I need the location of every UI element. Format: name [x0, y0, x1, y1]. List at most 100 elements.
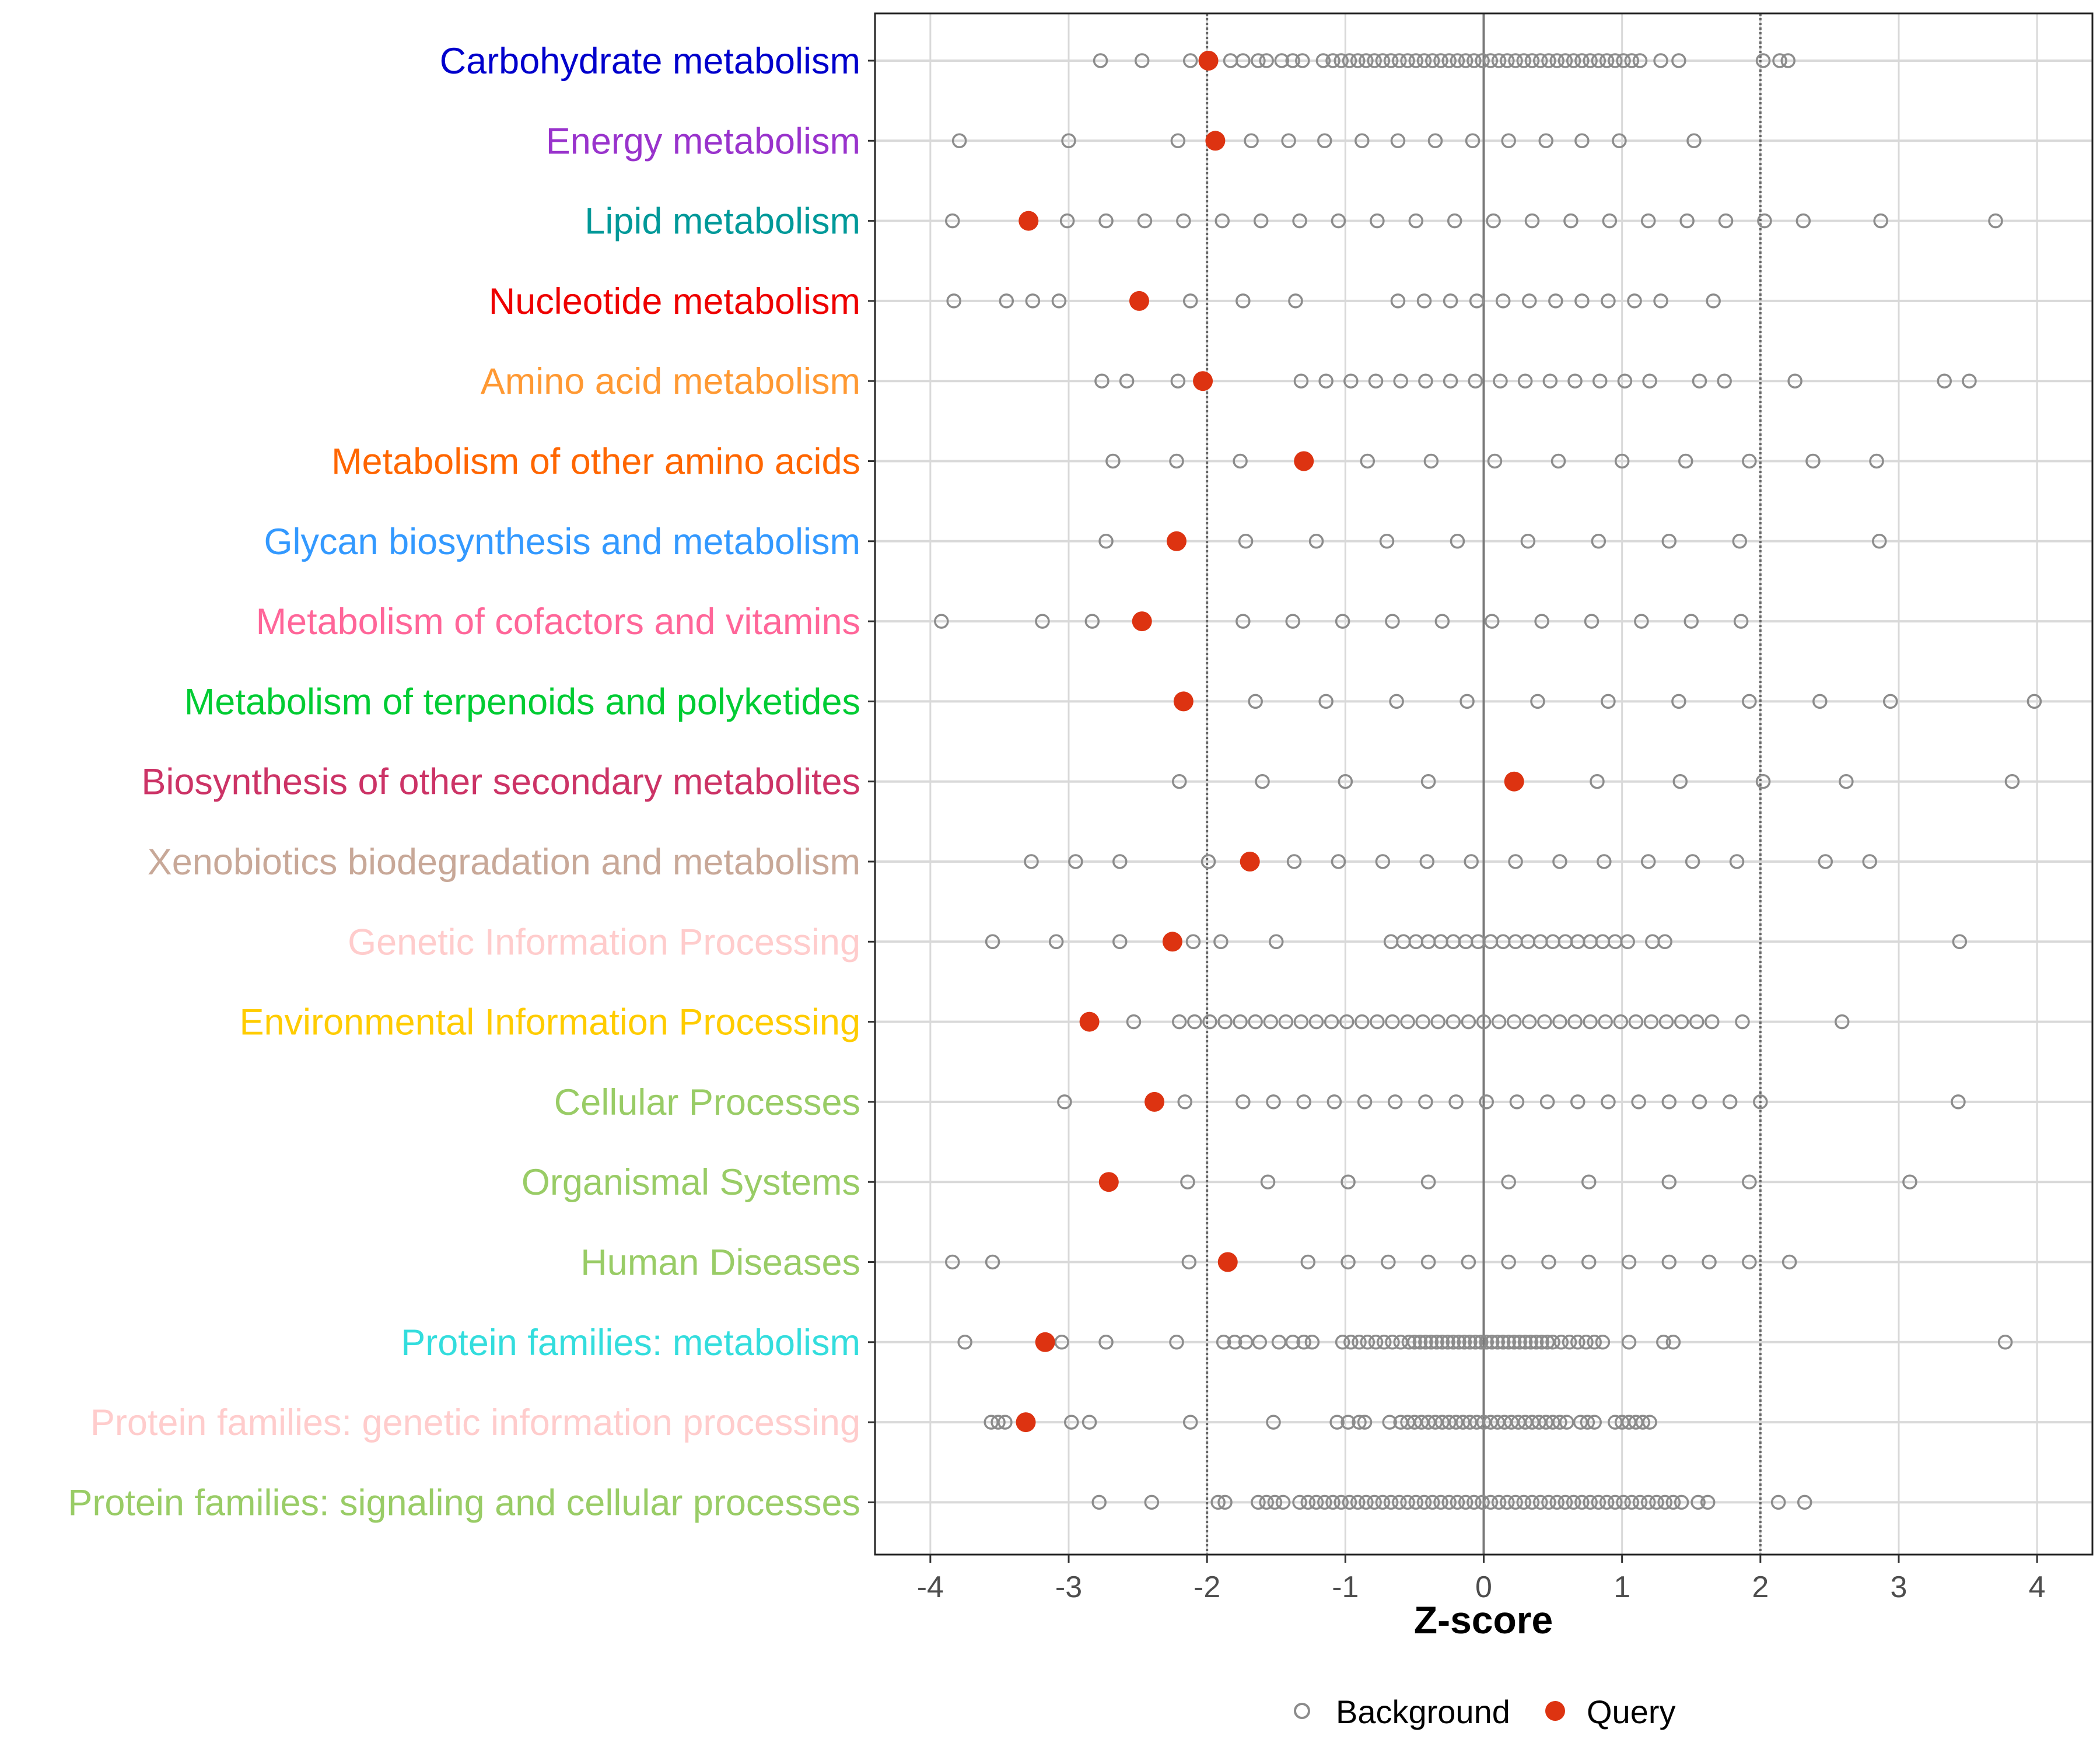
query-point: [1035, 1332, 1055, 1352]
background-point: [1601, 1094, 1616, 1110]
background-point: [1326, 1094, 1342, 1110]
background-point: [1255, 774, 1270, 789]
background-point: [1274, 53, 1289, 68]
background-point: [1643, 1014, 1659, 1030]
background-point: [1443, 293, 1458, 309]
background-point: [1517, 373, 1533, 388]
background-point: [1495, 293, 1511, 309]
background-point: [1595, 1335, 1611, 1350]
background-point: [1170, 133, 1186, 149]
background-point: [1367, 53, 1382, 68]
background-point: [1342, 53, 1357, 68]
background-point: [1649, 1494, 1664, 1510]
background-point: [1580, 1415, 1595, 1430]
x-tick-label: -2: [1194, 1570, 1220, 1604]
background-point: [1491, 1014, 1507, 1030]
background-point: [1599, 53, 1615, 68]
background-point: [1476, 1014, 1492, 1030]
background-point: [1599, 1494, 1615, 1510]
background-point: [1479, 1094, 1494, 1110]
background-point: [1581, 1174, 1597, 1189]
background-point: [1461, 1014, 1476, 1030]
query-point: [1079, 1012, 1100, 1032]
query-points: [1016, 51, 1524, 1433]
background-point: [1558, 53, 1573, 68]
background-point: [1400, 53, 1415, 68]
background-point: [1528, 1335, 1544, 1350]
background-point: [1217, 1494, 1233, 1510]
background-point: [1597, 854, 1612, 869]
background-point: [1601, 293, 1616, 309]
background-point: [1862, 854, 1877, 869]
query-point: [1504, 771, 1524, 792]
background-point: [1091, 1494, 1107, 1510]
background-point: [1732, 534, 1747, 549]
background-point: [1495, 1335, 1511, 1350]
x-axis-ticks: -4 -3 -2 -1 0 1 2 3 4: [917, 1555, 2046, 1604]
background-point: [1350, 53, 1366, 68]
background-point: [1656, 1335, 1671, 1350]
background-point: [2027, 694, 2042, 709]
query-point: [1132, 611, 1152, 632]
background-point: [1567, 373, 1583, 388]
background-point: [1293, 1014, 1309, 1030]
background-point: [1516, 53, 1532, 68]
background-point: [1331, 213, 1346, 229]
background-point: [1425, 53, 1440, 68]
background-point: [1562, 1335, 1577, 1350]
background-point: [1134, 53, 1150, 68]
background-point: [1500, 1494, 1515, 1510]
background-point: [1266, 1094, 1281, 1110]
background-point: [1522, 1014, 1537, 1030]
background-point: [1266, 1415, 1281, 1430]
background-point: [1217, 1014, 1233, 1030]
background-point: [1474, 1335, 1489, 1350]
background-point: [1672, 774, 1688, 789]
background-point: [1508, 854, 1523, 869]
background-point: [1433, 53, 1448, 68]
category-label: Glycan biosynthesis and metabolism: [264, 522, 861, 562]
background-point: [1735, 1014, 1750, 1030]
background-point: [1441, 53, 1457, 68]
background-point: [1661, 1094, 1677, 1110]
background-point: [1613, 1014, 1629, 1030]
background-point: [1574, 293, 1590, 309]
background-point: [1684, 614, 1699, 629]
background-point: [1236, 1094, 1251, 1110]
background-point: [1244, 133, 1259, 149]
background-point: [1169, 453, 1184, 469]
background-point: [1550, 453, 1566, 469]
background-point: [1539, 1094, 1555, 1110]
background-point: [1383, 1494, 1399, 1510]
category-label: Biosynthesis of other secondary metaboli…: [141, 762, 860, 803]
background-point: [1591, 534, 1606, 549]
background-point: [1357, 1415, 1373, 1430]
background-point: [1631, 1094, 1646, 1110]
background-point: [1324, 1014, 1339, 1030]
background-point: [1742, 694, 1757, 709]
background-point: [1182, 293, 1198, 309]
background-point: [1570, 1335, 1586, 1350]
background-point: [1169, 1335, 1184, 1350]
background-point: [1805, 453, 1821, 469]
background-point: [1671, 53, 1686, 68]
query-point: [1098, 1172, 1119, 1192]
background-point: [1508, 1494, 1523, 1510]
background-point: [1468, 373, 1483, 388]
background-point: [1640, 854, 1656, 869]
background-point: [1574, 1494, 1590, 1510]
background-point: [1549, 1494, 1564, 1510]
background-point: [1627, 293, 1642, 309]
background-point: [1308, 1014, 1324, 1030]
category-label: Xenobiotics biodegradation and metabolis…: [148, 842, 860, 883]
background-point: [1640, 213, 1656, 229]
background-point: [1292, 1494, 1307, 1510]
background-point: [1628, 1014, 1644, 1030]
background-point: [1420, 1174, 1436, 1189]
background-point: [1592, 373, 1608, 388]
background-point: [1584, 614, 1600, 629]
background-point: [1570, 1094, 1586, 1110]
background-point: [1532, 1494, 1548, 1510]
category-label: Lipid metabolism: [584, 201, 860, 242]
